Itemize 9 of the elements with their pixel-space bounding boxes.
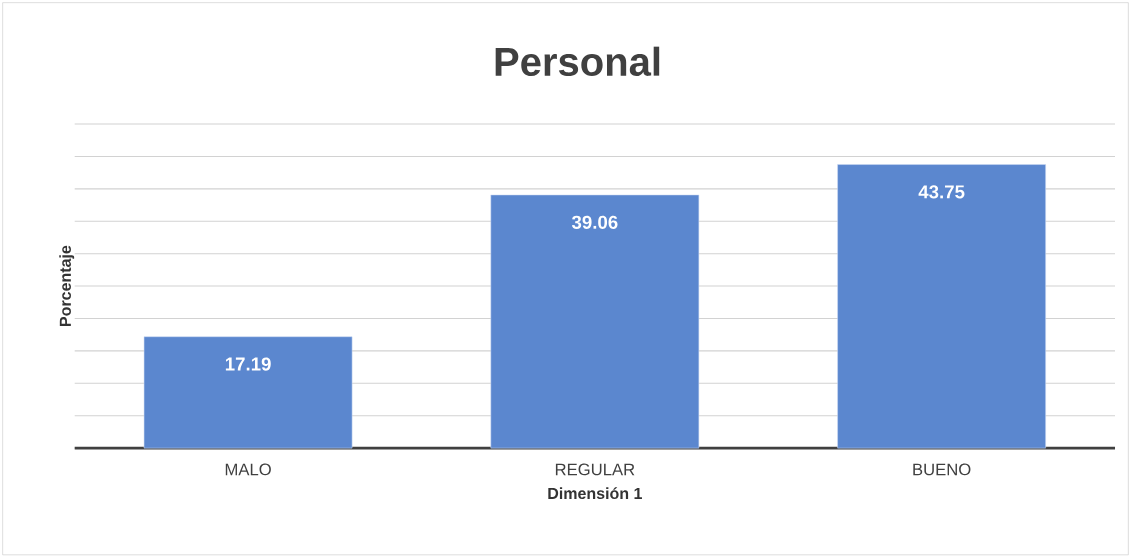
data-label: 17.19 — [225, 357, 271, 371]
y-axis-title: Porcentaje — [59, 245, 75, 327]
data-label: 43.75 — [918, 185, 965, 199]
x-tick-label: BUENO — [913, 463, 971, 476]
x-axis-title: Dimensión 1 — [548, 487, 642, 500]
data-label: 39.06 — [571, 215, 618, 230]
x-tick-label: MALO — [225, 463, 271, 476]
x-tick-label: REGULAR — [555, 463, 635, 476]
chart-title: Personal — [495, 46, 660, 77]
